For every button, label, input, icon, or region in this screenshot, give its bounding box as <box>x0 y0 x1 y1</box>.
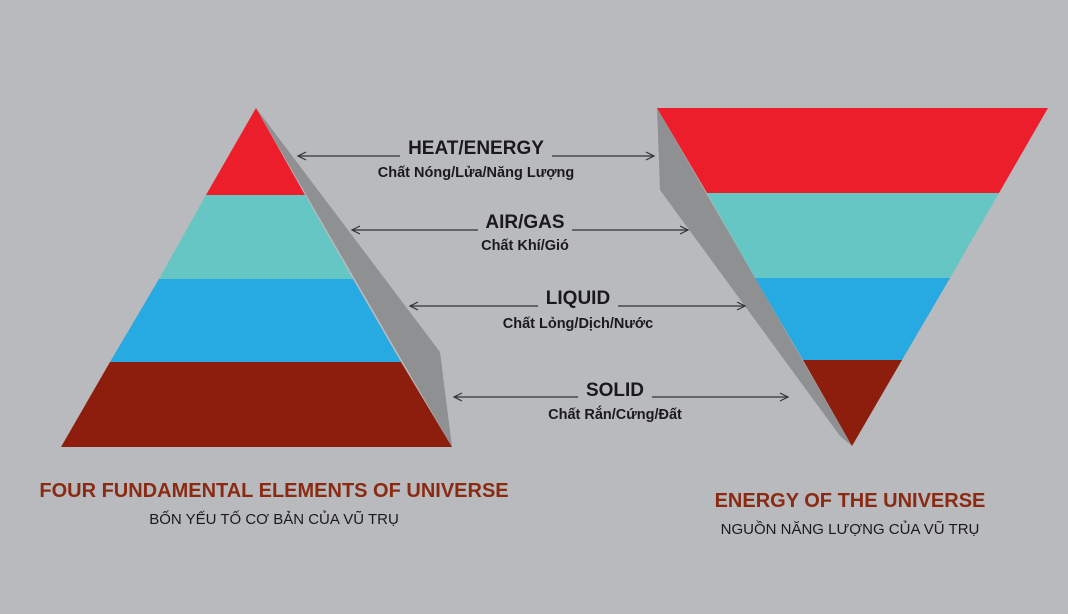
left-layer-liquid <box>110 279 401 362</box>
right-layer-heat <box>657 108 1048 193</box>
connector-liquid: LIQUID Chất Lỏng/Dịch/Nước <box>408 286 747 332</box>
connector-heat: HEAT/ENERGY Chất Nóng/Lửa/Năng Lượng <box>296 136 656 181</box>
liquid-title: LIQUID <box>546 288 610 309</box>
connector-solid: SOLID Chất Rắn/Cứng/Đất <box>452 377 790 423</box>
left-pyramid <box>61 108 452 447</box>
right-caption-subtitle: NGUỒN NĂNG LƯỢNG CỦA VŨ TRỤ <box>720 521 980 538</box>
heat-title: HEAT/ENERGY <box>408 138 544 159</box>
heat-subtitle: Chất Nóng/Lửa/Năng Lượng <box>378 165 574 181</box>
right-layer-air <box>707 193 999 278</box>
left-layer-solid <box>61 362 452 447</box>
right-caption-title: ENERGY OF THE UNIVERSE <box>714 490 986 512</box>
right-inverted-pyramid <box>657 108 1048 446</box>
left-layer-air <box>159 195 353 279</box>
left-layer-heat <box>206 108 305 195</box>
left-pyramid-side-shadow <box>256 108 452 447</box>
left-caption-subtitle: BỐN YẾU TỐ CƠ BẢN CỦA VŨ TRỤ <box>149 511 399 528</box>
left-caption-title: FOUR FUNDAMENTAL ELEMENTS OF UNIVERSE <box>39 480 509 502</box>
solid-subtitle: Chất Rắn/Cứng/Đất <box>548 405 682 423</box>
right-layer-liquid <box>755 278 950 360</box>
solid-title: SOLID <box>586 380 644 401</box>
liquid-subtitle: Chất Lỏng/Dịch/Nước <box>503 316 654 332</box>
connector-air: AIR/GAS Chất Khí/Gió <box>350 210 690 254</box>
air-title: AIR/GAS <box>485 212 564 233</box>
right-layer-solid <box>803 360 902 446</box>
air-subtitle: Chất Khí/Gió <box>481 238 569 254</box>
